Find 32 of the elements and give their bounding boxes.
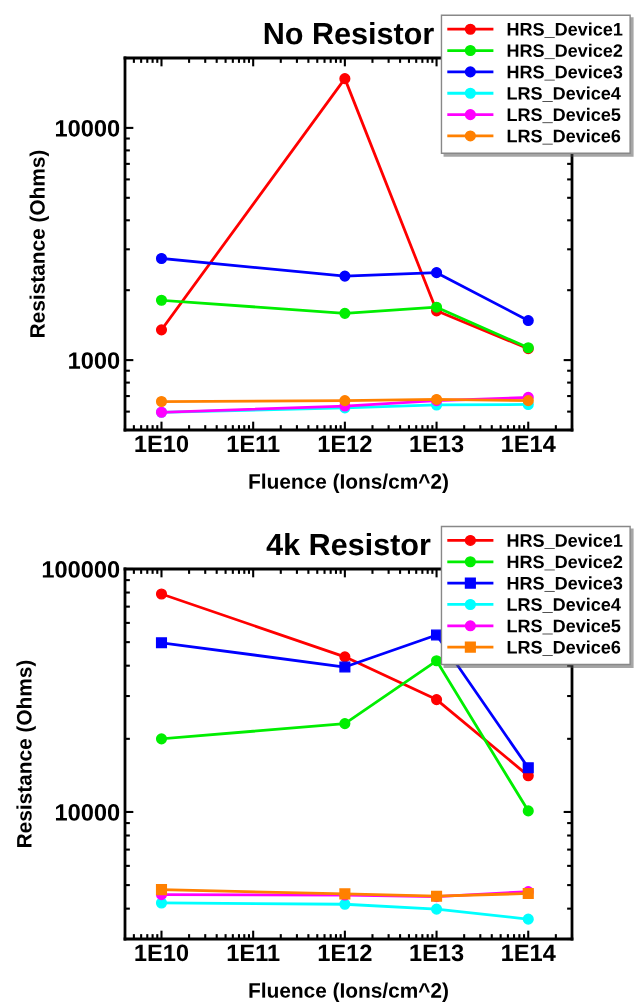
legend-label: LRS_Device5 [507,107,621,124]
legend-label: LRS_Device4 [507,597,621,613]
x-tick-label: 1E11 [227,944,280,961]
y-tick-label: 10000 [55,119,120,137]
x-axis-title: Fluence (Ions/cm^2) [249,982,448,1002]
legend-label: LRS_Device4 [507,86,621,102]
x-axis-title: Fluence (Ions/cm^2) [249,473,448,493]
y-axis-title: Resistance (Ohms) [29,150,49,337]
legend-label: HRS_Device1 [507,533,623,549]
y-tick-label: 1000 [69,352,120,369]
x-tick-label: 1E14 [502,944,556,961]
x-tick-label: 1E12 [318,435,372,452]
legend-label: LRS_Device5 [507,619,621,635]
y-tick-label: 100000 [42,561,120,578]
chart-title: 4k Resistor [266,532,431,556]
x-tick-label: 1E10 [135,944,189,962]
x-tick-label: 1E13 [410,435,464,453]
legend-label: HRS_Device2 [507,555,623,571]
x-tick-label: 1E10 [135,435,189,453]
y-tick-label: 10000 [55,804,120,821]
x-tick-label: 1E12 [318,944,372,961]
y-axis-title: Resistance (Ohms) [16,660,36,847]
legend-label: LRS_Device6 [507,640,621,656]
chart-title: No Resistor [264,21,434,45]
x-tick-label: 1E13 [410,944,464,962]
legend-label: HRS_Device3 [507,576,623,592]
legend-label: LRS_Device6 [507,129,621,145]
legend-label: HRS_Device2 [507,43,623,60]
x-tick-label: 1E14 [502,435,556,452]
legend-label: HRS_Device1 [507,22,623,38]
legend-label: HRS_Device3 [507,65,623,81]
x-tick-label: 1E11 [227,435,280,452]
